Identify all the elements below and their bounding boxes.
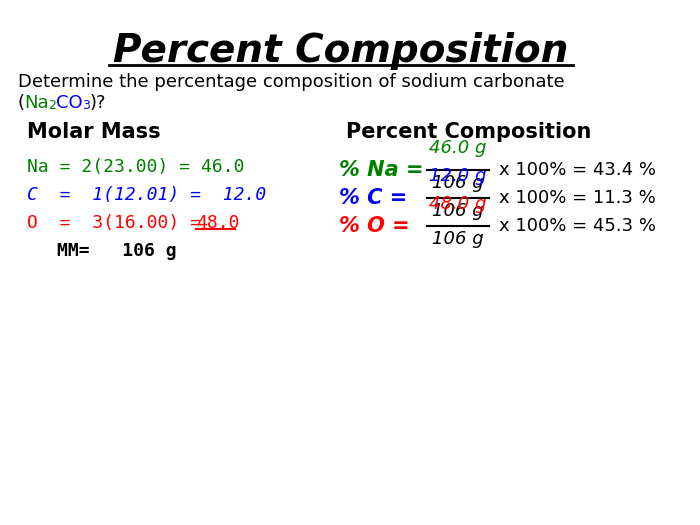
Text: % Na =: % Na = [339,160,424,180]
Text: Percent Composition: Percent Composition [346,122,592,142]
Text: x 100% = 43.4 %: x 100% = 43.4 % [499,161,656,179]
Text: Percent Composition: Percent Composition [113,32,568,70]
Text: O  =  3(16.00) =: O = 3(16.00) = [27,214,212,232]
Text: 2: 2 [48,99,56,112]
Text: x 100% = 11.3 %: x 100% = 11.3 % [499,189,655,207]
Text: 3: 3 [82,99,90,112]
Text: x 100% = 45.3 %: x 100% = 45.3 % [499,217,656,235]
Text: )?: )? [90,94,106,112]
Text: 48.0 g: 48.0 g [429,195,486,213]
Text: 46.0 g: 46.0 g [429,139,486,157]
Text: CO: CO [56,94,83,112]
Text: Na: Na [25,94,49,112]
Text: C  =  1(12.01) =  12.0: C = 1(12.01) = 12.0 [27,186,267,204]
Text: Na = 2(23.00) = 46.0: Na = 2(23.00) = 46.0 [27,158,245,176]
Text: 106 g: 106 g [432,230,484,248]
Text: 106 g: 106 g [432,202,484,220]
Text: 12.0 g: 12.0 g [429,167,486,185]
Text: 48.0: 48.0 [196,214,239,232]
Text: Molar Mass: Molar Mass [27,122,161,142]
Text: (: ( [18,94,24,112]
Text: Determine the percentage composition of sodium carbonate: Determine the percentage composition of … [18,73,564,91]
Text: % O =: % O = [339,216,410,236]
Text: % C =: % C = [339,188,407,208]
Text: MM=   106 g: MM= 106 g [57,242,176,260]
Text: 106 g: 106 g [432,174,484,192]
